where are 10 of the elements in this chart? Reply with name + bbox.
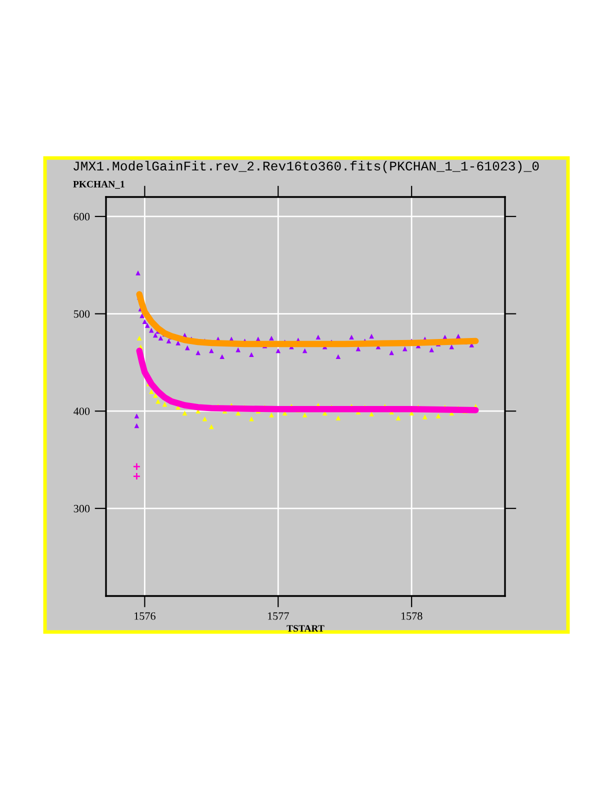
y-tick-label: 500 (74, 310, 90, 318)
x-tick-label: 1578 (401, 612, 422, 620)
y-tick-label: 400 (74, 408, 90, 416)
x-tick-label: 1576 (134, 612, 156, 620)
x-axis-title: TSTART (286, 625, 324, 632)
chart-title: JMX1.ModelGainFit.rev_2.Rev16to360.fits(PKCHAN_1_1-61023)_0 (74, 160, 539, 174)
y-axis-title: PKCHAN_1 (73, 180, 124, 189)
y-tick-label: 300 (74, 504, 90, 512)
x-tick-label: 1577 (268, 612, 289, 620)
y-tick-label: 600 (74, 212, 90, 220)
